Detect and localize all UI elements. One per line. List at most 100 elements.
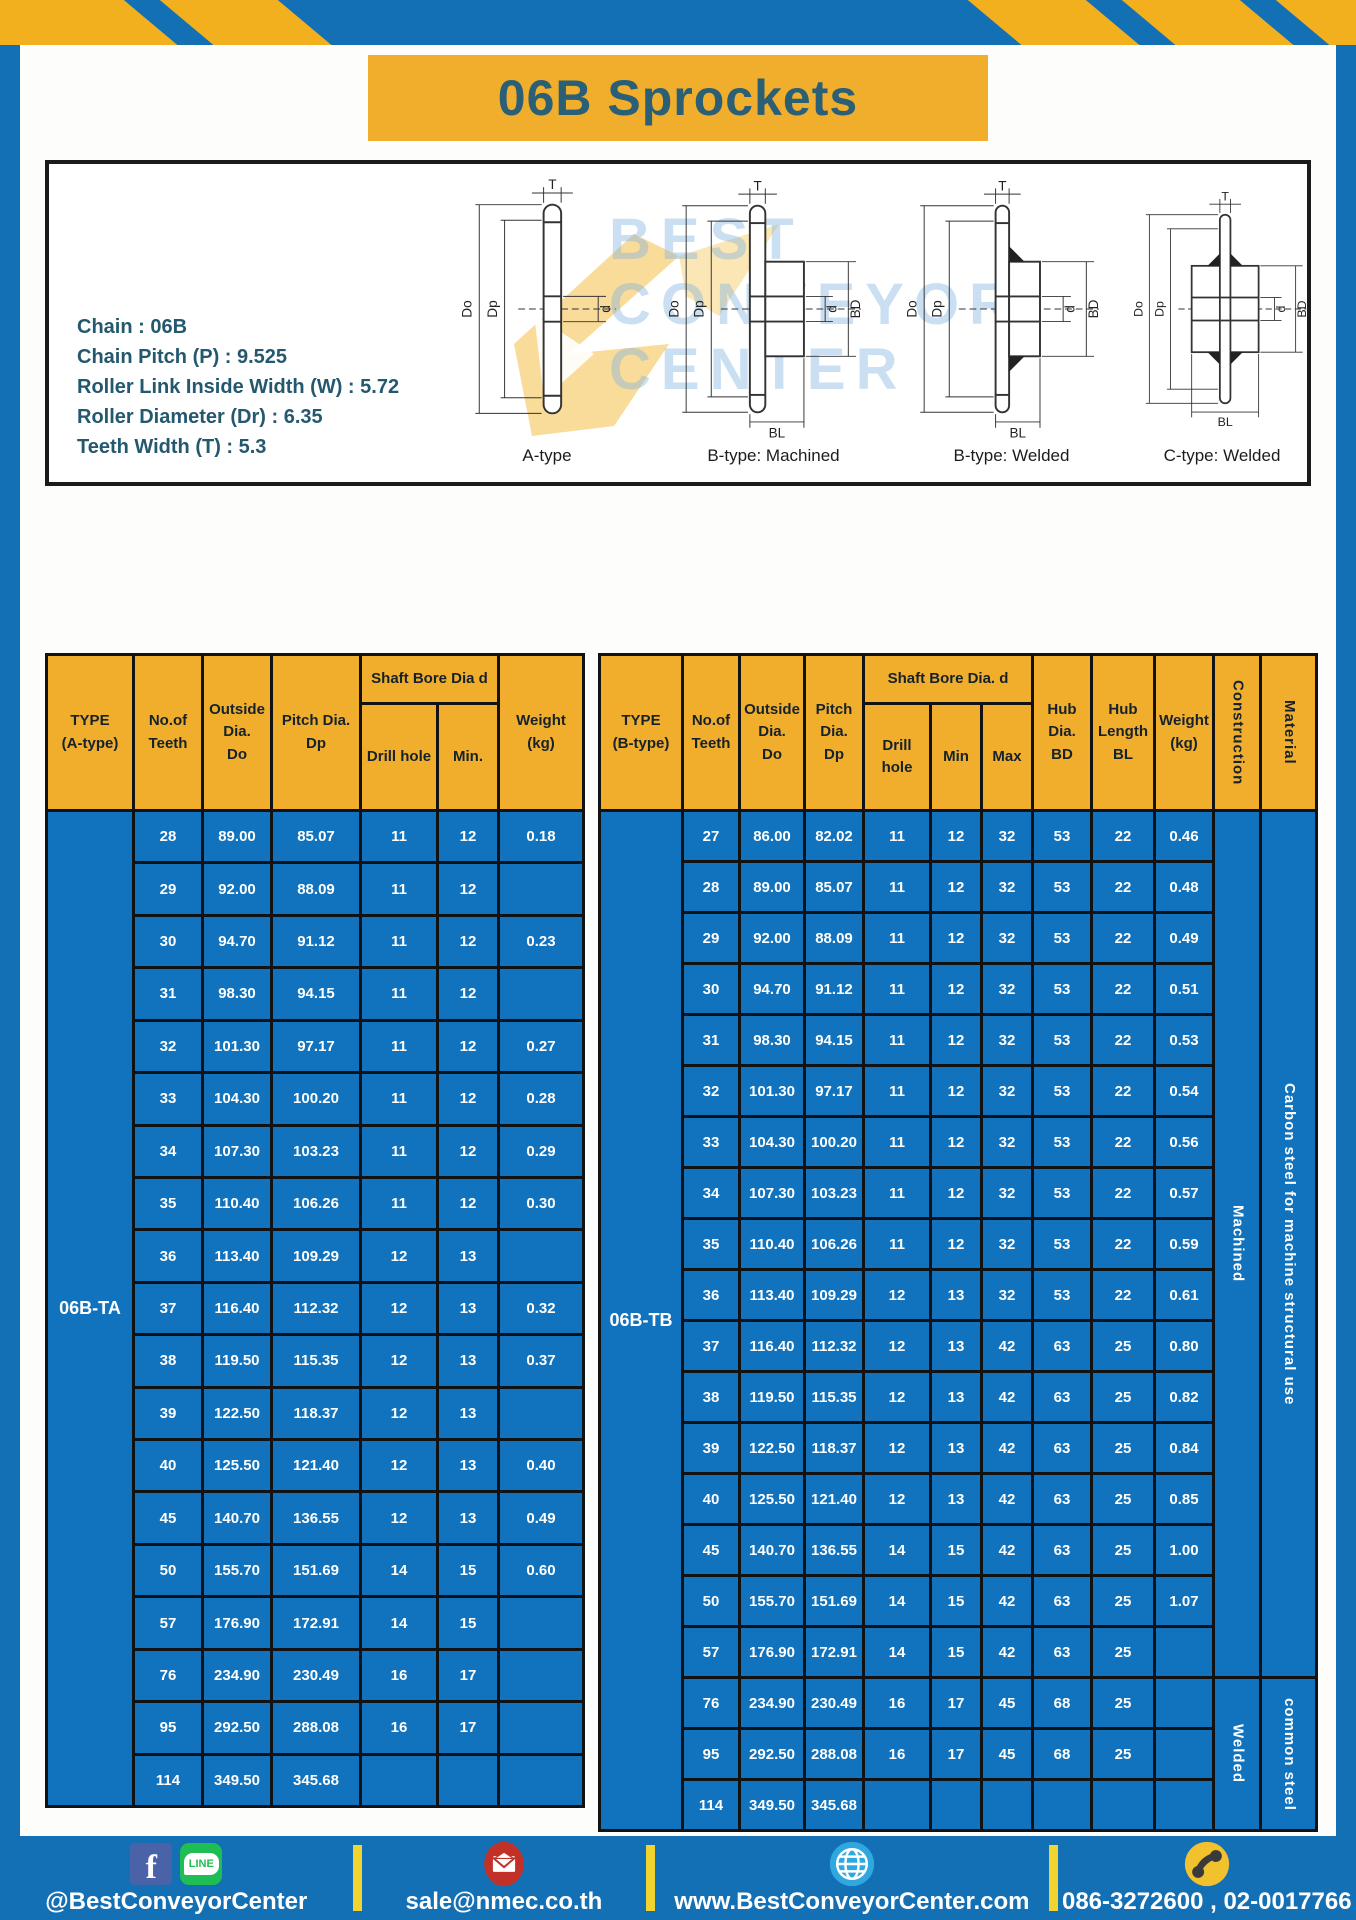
cell-min: 12: [439, 864, 497, 914]
diagram-caption: C-type: Welded: [1163, 446, 1281, 465]
header-shaft-bore-group: Shaft Bore Dia. d: [865, 656, 1031, 702]
diagram-caption: B-type: Machined: [707, 446, 840, 465]
sprocket-drawing-b-welded: T Do Dp d BD BL: [904, 178, 1100, 440]
cell-drill-hole: 11: [362, 812, 436, 862]
cell-outside-dia: 104.30: [741, 1118, 803, 1166]
cell-min: 15: [932, 1628, 980, 1676]
cell-max: 32: [983, 1169, 1031, 1217]
cell-teeth: 36: [684, 1271, 738, 1319]
cell-max: 42: [983, 1373, 1031, 1421]
cell-teeth: 50: [135, 1545, 201, 1596]
cell-outside-dia: 125.50: [741, 1475, 803, 1523]
svg-text:d: d: [597, 305, 612, 313]
cell-min: [932, 1781, 980, 1829]
cell-pitch-dia: 230.49: [273, 1650, 359, 1701]
cell-weight: 0.56: [1156, 1118, 1212, 1166]
cell-max: 32: [983, 1271, 1031, 1319]
header-hub-dia: Hub Dia. BD: [1034, 656, 1090, 809]
cell-pitch-dia: 85.07: [806, 863, 862, 911]
cell-hub-length: 25: [1093, 1730, 1153, 1778]
cell-max: [983, 1781, 1031, 1829]
cell-drill-hole: 12: [362, 1441, 436, 1491]
cell-drill-hole: 14: [865, 1526, 929, 1574]
cell-min: 12: [932, 914, 980, 962]
cell-weight: 0.37: [500, 1336, 582, 1386]
cell-pitch-dia: 151.69: [273, 1545, 359, 1596]
cell-pitch-dia: 172.91: [806, 1628, 862, 1676]
cell-weight: 0.61: [1156, 1271, 1212, 1319]
cell-weight: 0.29: [500, 1126, 582, 1176]
cell-drill-hole: 16: [362, 1703, 436, 1753]
cell-weight: [500, 969, 582, 1019]
cell-pitch-dia: 88.09: [273, 864, 359, 914]
type-label-cell: 06B-TB: [601, 812, 681, 1829]
spec-line: Chain : 06B: [77, 316, 188, 338]
svg-text:BD: BD: [847, 299, 862, 318]
cell-max: 32: [983, 914, 1031, 962]
cell-min: 13: [439, 1231, 497, 1281]
svg-text:Do: Do: [1131, 301, 1145, 317]
cell-pitch-dia: 288.08: [806, 1730, 862, 1778]
cell-max: 42: [983, 1577, 1031, 1625]
cell-max: 32: [983, 1016, 1031, 1064]
header-min: Min: [932, 705, 980, 809]
cell-drill-hole: 11: [362, 1178, 436, 1229]
cell-min: 12: [439, 1074, 497, 1124]
svg-text:d: d: [1062, 305, 1077, 313]
cell-teeth: 29: [684, 914, 738, 962]
cell-min: [439, 1755, 497, 1805]
cell-max: 45: [983, 1730, 1031, 1778]
cell-pitch-dia: 136.55: [273, 1493, 359, 1543]
cell-weight: 0.46: [1156, 812, 1212, 860]
cell-outside-dia: 155.70: [741, 1577, 803, 1625]
phone-icon: [1184, 1841, 1229, 1886]
cell-teeth: 30: [684, 965, 738, 1013]
cell-drill-hole: [865, 1781, 929, 1829]
cell-pitch-dia: 151.69: [806, 1577, 862, 1625]
cell-hub-length: 22: [1093, 1220, 1153, 1268]
cell-outside-dia: 292.50: [204, 1703, 270, 1753]
cell-pitch-dia: 230.49: [806, 1679, 862, 1727]
cell-min: 12: [932, 1067, 980, 1115]
cell-teeth: 37: [684, 1322, 738, 1370]
cell-outside-dia: 122.50: [204, 1388, 270, 1439]
sprocket-drawing-a-type: T Do Dp d: [459, 177, 616, 415]
cell-drill-hole: 14: [865, 1628, 929, 1676]
svg-text:Dp: Dp: [691, 300, 706, 317]
cell-outside-dia: 116.40: [741, 1322, 803, 1370]
svg-text:Dp: Dp: [929, 300, 944, 317]
header-shaft-bore-group: Shaft Bore Dia d: [362, 656, 497, 702]
cell-weight: [500, 1650, 582, 1701]
cell-min: 12: [439, 916, 497, 967]
cell-min: 13: [439, 1283, 497, 1334]
cell-pitch-dia: 91.12: [806, 965, 862, 1013]
cell-outside-dia: 98.30: [204, 969, 270, 1019]
cell-hub-length: 25: [1093, 1475, 1153, 1523]
cell-drill-hole: 14: [362, 1545, 436, 1596]
header-hub-length: Hub Length BL: [1093, 656, 1153, 809]
cell-min: 12: [439, 1126, 497, 1176]
cell-pitch-dia: 136.55: [806, 1526, 862, 1574]
cell-min: 13: [932, 1322, 980, 1370]
header-drill-hole: Drill hole: [362, 705, 436, 809]
cell-weight: 1.07: [1156, 1577, 1212, 1625]
cell-min: 12: [439, 1021, 497, 1072]
cell-outside-dia: 119.50: [204, 1336, 270, 1386]
cell-hub-dia: 63: [1034, 1628, 1090, 1676]
diagram-a-type: T Do Dp d A-type: [447, 174, 647, 466]
cell-hub-dia: 53: [1034, 914, 1090, 962]
cell-pitch-dia: 115.35: [806, 1373, 862, 1421]
cell-weight: 0.59: [1156, 1220, 1212, 1268]
cell-max: 32: [983, 1118, 1031, 1166]
cell-outside-dia: 140.70: [741, 1526, 803, 1574]
cell-hub-length: 22: [1093, 1169, 1153, 1217]
cell-drill-hole: 12: [362, 1283, 436, 1334]
cell-pitch-dia: 115.35: [273, 1336, 359, 1386]
cell-pitch-dia: 345.68: [273, 1755, 359, 1805]
cell-hub-length: 25: [1093, 1526, 1153, 1574]
diagram-b-type-welded: T Do Dp d BD BL B-type: Welded: [899, 174, 1124, 466]
cell-teeth: 33: [684, 1118, 738, 1166]
diagram-caption: B-type: Welded: [953, 446, 1070, 465]
cell-min: 17: [439, 1650, 497, 1701]
sprocket-drawing-b-machined: T Do Dp d BD BL: [666, 178, 862, 440]
